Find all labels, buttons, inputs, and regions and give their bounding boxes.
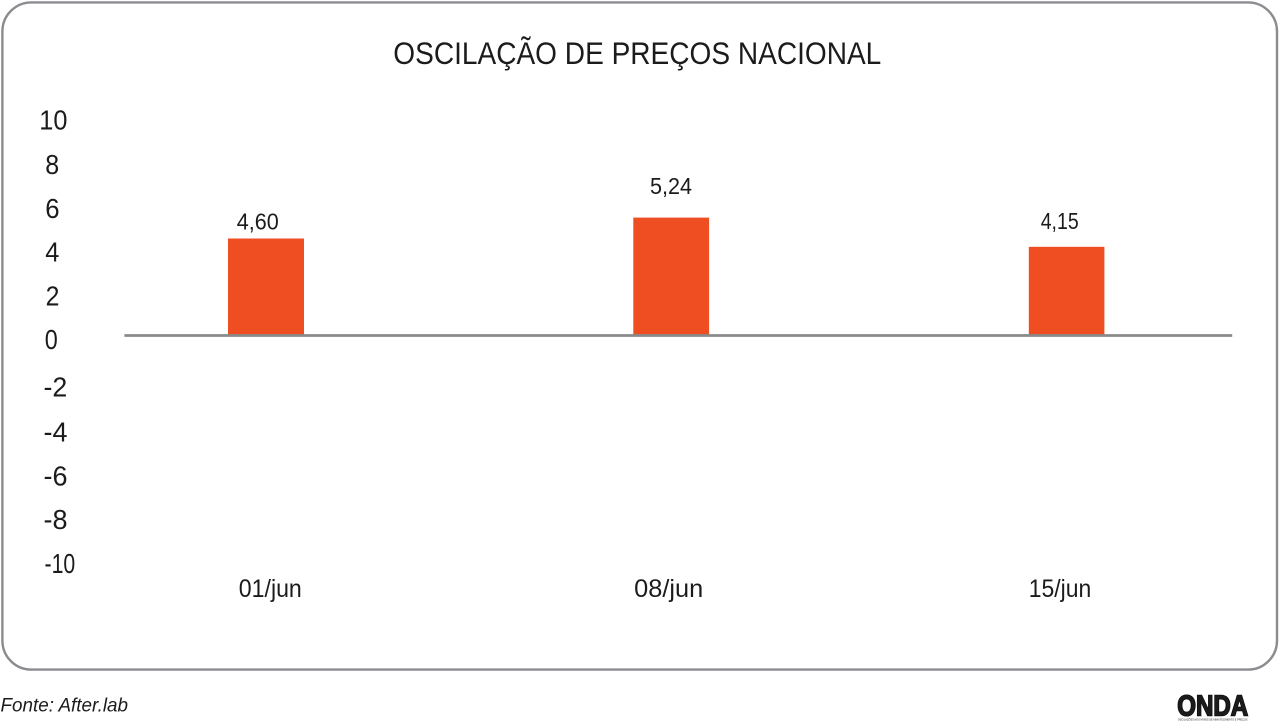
svg-text:8: 8 [45,149,59,180]
svg-text:0: 0 [45,324,58,355]
svg-text:ONDA: ONDA [1177,691,1248,723]
svg-text:-4: -4 [44,416,68,447]
svg-text:15/jun: 15/jun [1029,576,1092,603]
svg-text:-2: -2 [44,372,68,403]
svg-text:2: 2 [46,280,60,311]
svg-text:5,24: 5,24 [650,173,692,199]
svg-text:-8: -8 [44,504,68,535]
svg-text:10: 10 [39,105,67,136]
svg-text:Fonte: After.lab: Fonte: After.lab [1,695,129,716]
svg-text:OSCILAÇÃO DE PREÇOS NACIONAL: OSCILAÇÃO DE PREÇOS NACIONAL [393,36,881,71]
svg-text:4,60: 4,60 [237,208,279,234]
svg-text:-10: -10 [45,548,76,579]
svg-text:4,15: 4,15 [1041,208,1079,234]
svg-text:-6: -6 [44,460,68,491]
svg-text:6: 6 [45,193,59,224]
svg-text:08/jun: 08/jun [634,576,703,603]
svg-text:01/jun: 01/jun [239,576,302,603]
svg-text:OSCILAÇÕES NOS NÍVEIS DE ABAST: OSCILAÇÕES NOS NÍVEIS DE ABASTECIMENTO E… [1178,718,1248,721]
svg-text:4: 4 [45,236,59,267]
